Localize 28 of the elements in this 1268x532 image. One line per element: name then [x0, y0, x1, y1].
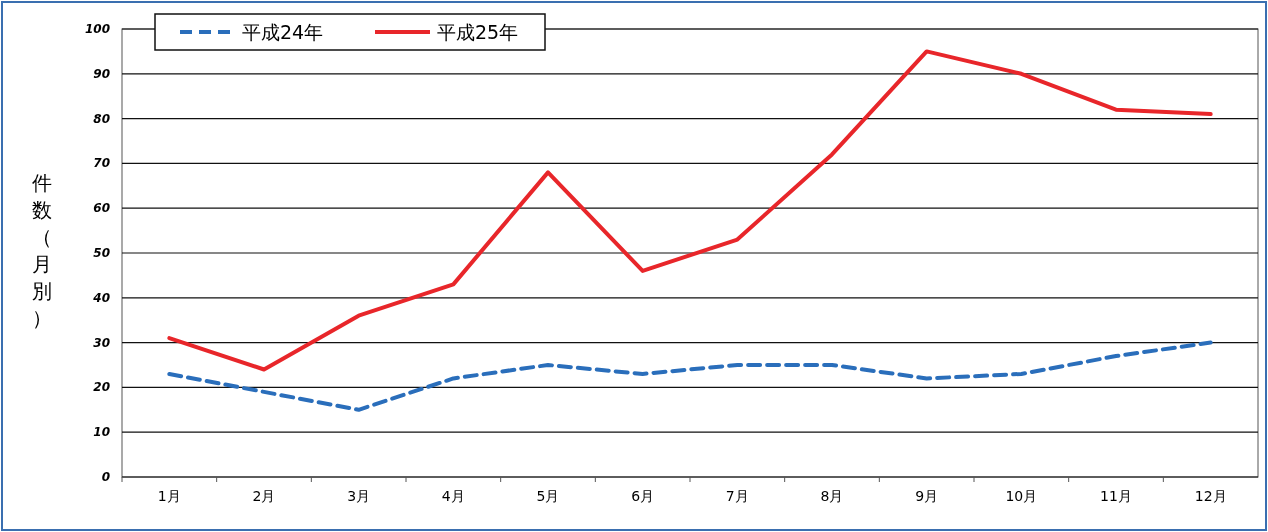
x-tick-label: 11月	[1100, 488, 1132, 504]
legend-label: 平成24年	[242, 21, 324, 43]
x-tick-label: 1月	[157, 488, 181, 504]
y-tick-label: 0	[101, 470, 110, 484]
y-tick-label: 80	[93, 111, 110, 126]
x-tick-label: 2月	[252, 488, 276, 504]
y-tick-label: 70	[93, 156, 110, 171]
y-tick-label: 100	[84, 22, 110, 36]
y-tick-label: 60	[93, 201, 110, 216]
y-tick-label: 10	[93, 425, 110, 440]
y-tick-label: 50	[93, 246, 110, 260]
x-tick-label: 12月	[1194, 488, 1227, 504]
x-tick-label: 9月	[915, 488, 939, 504]
x-tick-label: 5月	[536, 488, 560, 504]
y-tick-label: 90	[93, 66, 110, 81]
line-series	[167, 340, 1213, 412]
y-axis-title: 件数（月別）	[32, 171, 52, 330]
line-series	[167, 49, 1213, 372]
x-tick-label: 3月	[347, 488, 371, 504]
y-tick-label: 30	[93, 335, 110, 350]
legend-label: 平成25年	[437, 21, 519, 43]
x-tick-label: 7月	[725, 488, 749, 504]
x-tick-label: 10月	[1005, 488, 1038, 504]
y-tick-label: 40	[92, 290, 110, 305]
y-tick-label: 20	[93, 380, 110, 395]
x-tick-label: 8月	[820, 488, 844, 504]
x-tick-label: 6月	[631, 488, 655, 504]
x-tick-label: 4月	[441, 488, 465, 504]
